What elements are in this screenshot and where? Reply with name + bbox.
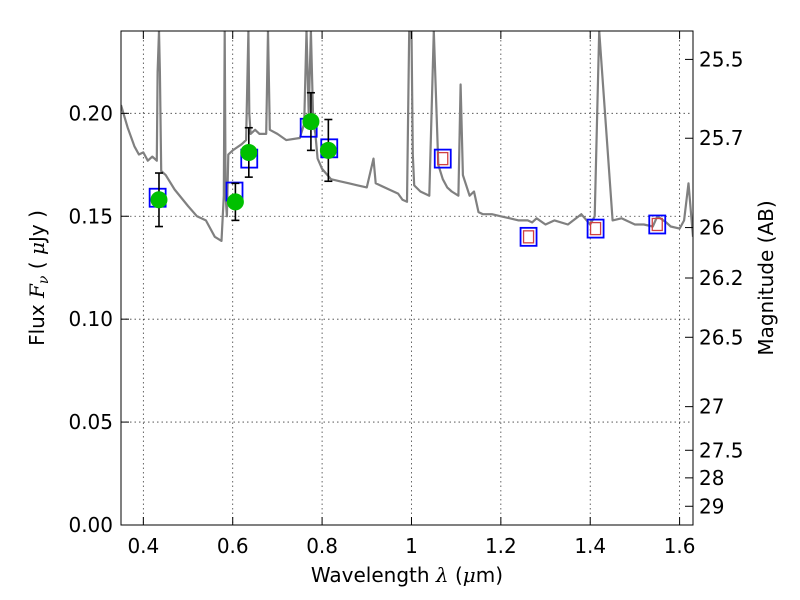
photometry-points [148,91,667,247]
mag-tick-label: 25.5 [699,47,744,71]
model-point [586,218,605,239]
y2-axis-title: Magnitude (AB) [754,200,778,355]
y-tick-label: 0.00 [68,513,113,537]
upper-limit-point [589,221,602,236]
upper-limit-point [437,151,449,166]
observed-point [150,191,168,209]
observed-point [302,113,320,131]
x-tick-label: 0.4 [127,534,159,558]
mag-tick-label: 25.7 [699,126,744,150]
mag-tick-label: 29 [699,494,724,518]
observed-point [240,143,258,161]
model-point [519,226,538,247]
x-tick-label: 0.6 [217,534,249,558]
x-tick-label: 1.6 [664,534,696,558]
mag-tick-label: 26.5 [699,325,744,349]
y-tick-label: 0.05 [68,410,113,434]
y-axis-symbol-f: F [25,283,49,299]
model-point [433,148,452,169]
model-point [648,214,667,235]
y-tick-label: 0.15 [68,204,113,228]
x-axis-symbol: λ [435,563,449,587]
x-tick-label: 0.8 [306,534,338,558]
y-axis-unit-rest: Jy ) [25,210,49,244]
observed-point [226,193,244,211]
observed-point [319,141,337,159]
y-tick-label: 0.10 [68,307,113,331]
y-axis-title: Flux Fν ( μJy ) [25,210,52,346]
x-tick-label: 1.2 [485,534,517,558]
upper-limit-point [522,230,535,244]
y-axis-label: Flux [25,304,49,346]
mag-tick-label: 27 [699,395,724,419]
y-axis-symbol-nu: ν [36,275,52,284]
y-axis-unit-mu: μ [25,242,49,255]
axis-ticks: 0.4 0.6 0.8 1 1.2 1.4 1.6 0.00 0.05 0.10 0.15 0.20 2… [68,31,744,558]
grid [121,31,693,526]
plot-frame [120,30,694,526]
mag-tick-label: 26 [699,216,724,240]
template-spectrum [121,31,693,242]
mag-tick-label: 26.2 [699,266,744,290]
x-axis-unit-rest: m) [476,563,503,587]
x-tick-label: 1 [405,534,418,558]
mag-tick-label: 27.5 [699,438,744,462]
spectrum-line [121,31,693,242]
upper-limit-point [651,217,663,232]
x-tick-label: 1.4 [574,534,606,558]
y-axis-unit-open: ( [25,261,49,269]
x-axis-label: Wavelength [311,563,430,587]
x-axis-unit-mu: μ [463,563,476,587]
y-tick-label: 0.20 [68,101,113,125]
x-axis-title: Wavelength λ (μm) [311,563,503,587]
mag-tick-label: 28 [699,466,724,490]
x-axis-unit-open: ( [455,563,463,587]
